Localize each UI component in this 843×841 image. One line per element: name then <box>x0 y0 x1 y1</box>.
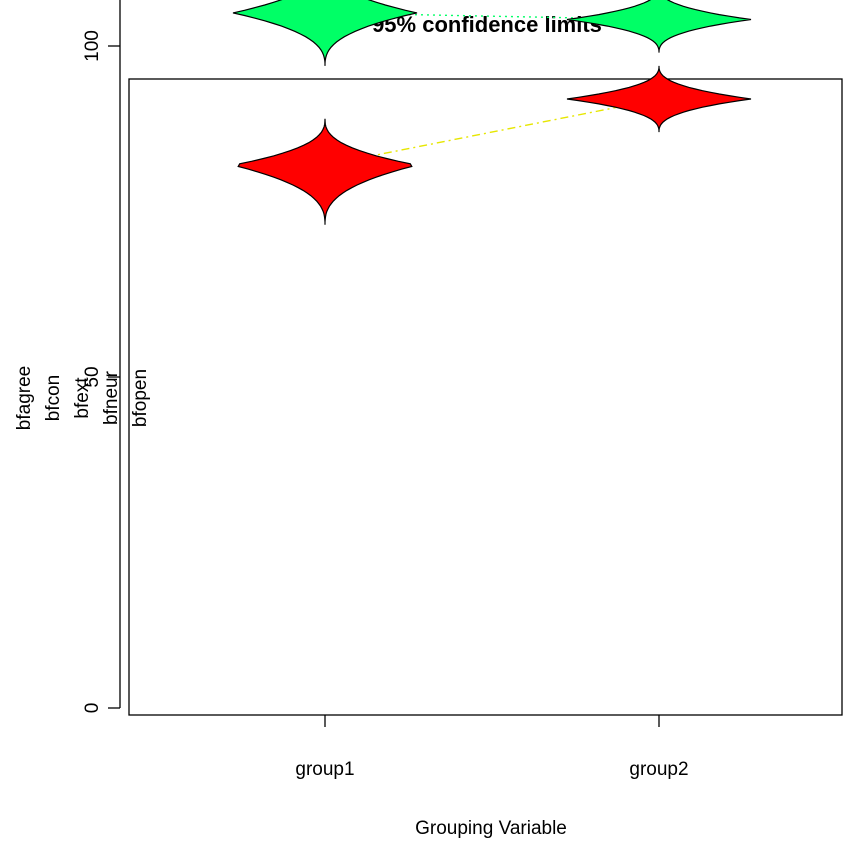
y-label-line: bfagree <box>14 366 35 430</box>
x-axis-label: Grouping Variable <box>415 818 567 839</box>
violin-mark <box>566 65 752 133</box>
y-label-line: bfopen <box>130 369 151 427</box>
y-tick-label: 0 <box>82 703 103 714</box>
x-tick-label: group2 <box>629 759 688 780</box>
y-label-line: bfext <box>72 377 93 419</box>
y-tick-label: 100 <box>82 30 103 62</box>
y-label-line: bfcon <box>43 375 64 421</box>
violin-mark <box>237 118 413 225</box>
violin-mark <box>566 0 752 53</box>
y-label-line: bfneur <box>101 370 122 425</box>
x-tick-label: group1 <box>295 759 354 780</box>
series-connector-line <box>324 98 660 166</box>
y-tick-label: 50 <box>82 366 103 387</box>
plot-area <box>128 78 843 716</box>
violin-mark <box>232 0 418 66</box>
